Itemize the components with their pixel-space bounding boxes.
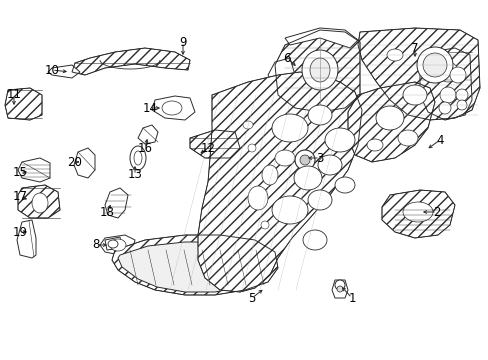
Ellipse shape bbox=[247, 144, 256, 152]
Polygon shape bbox=[190, 130, 240, 158]
Text: 19: 19 bbox=[13, 225, 27, 238]
Polygon shape bbox=[74, 148, 95, 178]
Ellipse shape bbox=[439, 87, 455, 103]
Ellipse shape bbox=[134, 151, 142, 165]
Ellipse shape bbox=[307, 190, 331, 210]
Ellipse shape bbox=[293, 166, 321, 190]
Text: 10: 10 bbox=[44, 63, 60, 77]
Polygon shape bbox=[198, 72, 361, 292]
Text: 18: 18 bbox=[100, 206, 114, 219]
Ellipse shape bbox=[325, 128, 354, 152]
Polygon shape bbox=[267, 58, 294, 90]
Polygon shape bbox=[331, 280, 347, 298]
Text: 5: 5 bbox=[248, 292, 255, 305]
Ellipse shape bbox=[309, 58, 329, 82]
Text: 16: 16 bbox=[137, 141, 152, 154]
Ellipse shape bbox=[336, 286, 342, 292]
Polygon shape bbox=[347, 82, 434, 162]
Text: 7: 7 bbox=[410, 41, 418, 54]
Ellipse shape bbox=[274, 150, 294, 166]
Ellipse shape bbox=[456, 100, 466, 110]
Polygon shape bbox=[152, 96, 195, 120]
Ellipse shape bbox=[366, 139, 382, 151]
Text: 2: 2 bbox=[432, 206, 440, 219]
Text: 3: 3 bbox=[316, 152, 323, 165]
Polygon shape bbox=[118, 242, 269, 292]
Ellipse shape bbox=[261, 221, 268, 229]
Ellipse shape bbox=[108, 240, 118, 248]
Polygon shape bbox=[5, 88, 42, 120]
Ellipse shape bbox=[307, 105, 331, 125]
Polygon shape bbox=[381, 190, 454, 238]
Polygon shape bbox=[72, 48, 190, 75]
Text: 8: 8 bbox=[92, 238, 100, 252]
Ellipse shape bbox=[334, 177, 354, 193]
Polygon shape bbox=[419, 48, 471, 120]
Text: 12: 12 bbox=[200, 141, 215, 154]
Ellipse shape bbox=[294, 150, 314, 170]
Polygon shape bbox=[105, 237, 122, 250]
Ellipse shape bbox=[130, 146, 146, 170]
Ellipse shape bbox=[110, 239, 126, 251]
Text: 15: 15 bbox=[13, 166, 27, 179]
Ellipse shape bbox=[402, 85, 426, 105]
Ellipse shape bbox=[402, 202, 432, 222]
Ellipse shape bbox=[437, 62, 457, 82]
Ellipse shape bbox=[422, 53, 446, 77]
Polygon shape bbox=[138, 125, 158, 144]
Polygon shape bbox=[105, 188, 128, 218]
Polygon shape bbox=[112, 235, 278, 295]
Ellipse shape bbox=[375, 106, 403, 130]
Text: 11: 11 bbox=[6, 89, 21, 102]
Text: 17: 17 bbox=[13, 190, 27, 203]
Ellipse shape bbox=[302, 50, 337, 90]
Polygon shape bbox=[48, 65, 80, 78]
Ellipse shape bbox=[334, 280, 345, 290]
Ellipse shape bbox=[455, 89, 467, 101]
Ellipse shape bbox=[271, 196, 307, 224]
Polygon shape bbox=[17, 220, 36, 258]
Ellipse shape bbox=[162, 101, 182, 115]
Text: 14: 14 bbox=[142, 102, 157, 114]
Polygon shape bbox=[357, 28, 479, 120]
Ellipse shape bbox=[449, 67, 465, 83]
Polygon shape bbox=[18, 158, 50, 182]
Ellipse shape bbox=[243, 121, 252, 129]
Text: 4: 4 bbox=[435, 134, 443, 147]
Polygon shape bbox=[274, 30, 359, 112]
Ellipse shape bbox=[416, 47, 452, 83]
Ellipse shape bbox=[438, 102, 450, 114]
Polygon shape bbox=[18, 185, 60, 218]
Polygon shape bbox=[285, 28, 357, 48]
Text: 1: 1 bbox=[347, 292, 355, 305]
Text: 13: 13 bbox=[127, 168, 142, 181]
Ellipse shape bbox=[262, 165, 278, 185]
Ellipse shape bbox=[386, 49, 402, 61]
Ellipse shape bbox=[32, 193, 48, 213]
Text: 6: 6 bbox=[283, 51, 290, 64]
Ellipse shape bbox=[303, 230, 326, 250]
Polygon shape bbox=[100, 235, 135, 255]
Ellipse shape bbox=[247, 186, 267, 210]
Text: 20: 20 bbox=[67, 156, 82, 168]
Ellipse shape bbox=[271, 114, 307, 142]
Text: 9: 9 bbox=[179, 36, 186, 49]
Ellipse shape bbox=[317, 155, 341, 175]
Ellipse shape bbox=[397, 130, 417, 146]
Ellipse shape bbox=[299, 155, 309, 165]
